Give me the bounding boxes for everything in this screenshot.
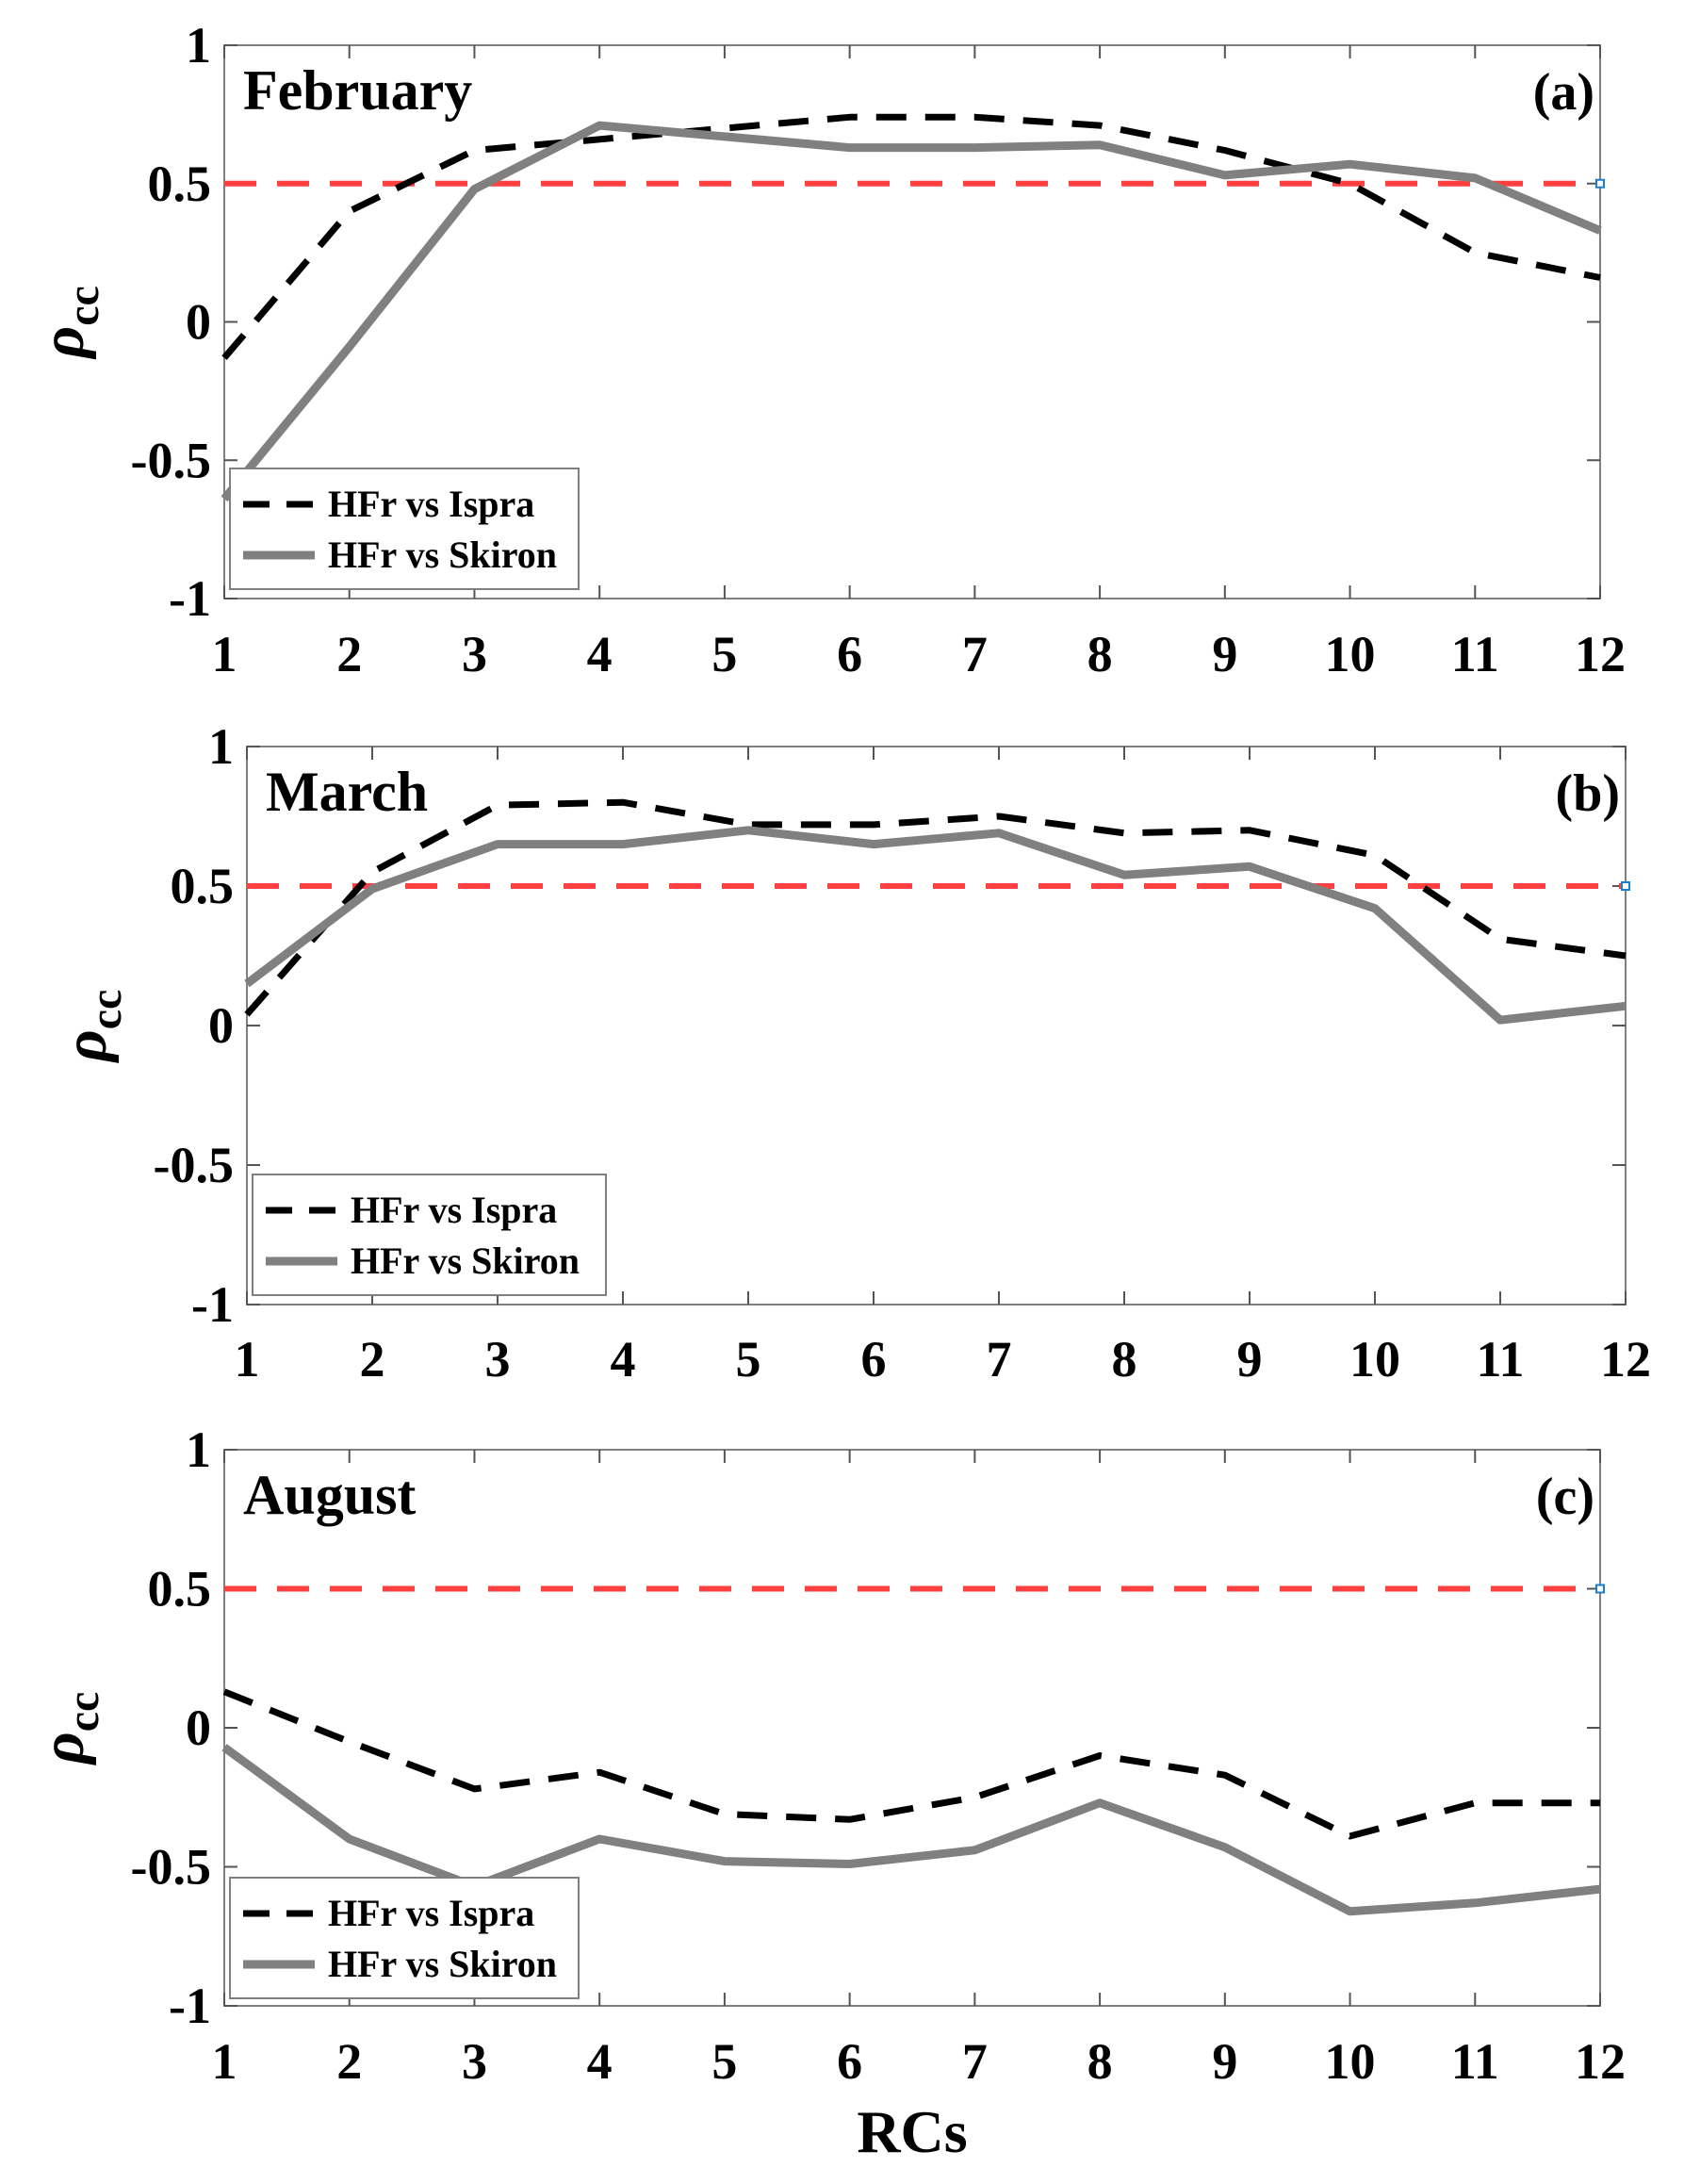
y-tick-label: 0.5: [148, 1561, 212, 1617]
x-tick-label: 10: [1325, 2033, 1376, 2090]
legend-entry: HFr vs Skiron: [328, 534, 557, 576]
x-tick-label: 10: [1325, 626, 1376, 682]
y-tick-label: 0.5: [171, 858, 235, 914]
panel-label: (a): [1533, 63, 1594, 122]
x-tick-label: 8: [1112, 1331, 1137, 1388]
x-tick-label: 4: [587, 626, 613, 682]
x-tick-label: 2: [336, 626, 362, 682]
x-tick-label: 3: [462, 2033, 487, 2090]
y-tick-label: 1: [208, 718, 234, 775]
panel-label: (c): [1536, 1468, 1594, 1526]
month-label: March: [266, 761, 428, 823]
y-axis-label-sub: cc: [81, 990, 131, 1030]
x-axis-label: RCs: [857, 2098, 967, 2165]
y-tick-label: 0.5: [148, 156, 212, 212]
x-tick-label: 9: [1212, 2033, 1237, 2090]
x-tick-label: 11: [1451, 626, 1499, 682]
x-tick-label: 5: [736, 1331, 761, 1388]
series-line-ispra: [244, 798, 1627, 1017]
y-tick-label: -1: [169, 570, 211, 627]
y-tick-label: 1: [186, 17, 211, 74]
legend-entry: HFr vs Skiron: [328, 1943, 557, 1985]
month-label: August: [243, 1464, 416, 1526]
y-axis-label: ρcc: [28, 286, 108, 360]
x-tick-label: 8: [1087, 2033, 1113, 2090]
series-line-skiron: [244, 826, 1627, 1025]
legend-box: [252, 1174, 607, 1296]
legend-entry: HFr vs Skiron: [351, 1240, 580, 1282]
x-tick-label: 12: [1600, 1331, 1651, 1388]
y-axis-label-main: ρ: [28, 1732, 97, 1765]
x-tick-label: 11: [1476, 1331, 1524, 1388]
y-tick-label: -0.5: [154, 1137, 234, 1193]
legend-entry: HFr vs Ispra: [351, 1189, 557, 1231]
series-line-ispra: [222, 1688, 1600, 1840]
x-tick-label: 6: [837, 626, 862, 682]
threshold-marker: [1621, 881, 1630, 891]
x-tick-label: 12: [1575, 2033, 1626, 2090]
x-tick-label: 4: [587, 2033, 613, 2090]
x-tick-label: 7: [962, 626, 988, 682]
x-tick-label: 7: [987, 1331, 1012, 1388]
x-tick-label: 9: [1237, 1331, 1263, 1388]
legend-entry: HFr vs Ispra: [328, 483, 534, 525]
y-tick-label: 0: [208, 997, 234, 1054]
x-tick-label: 6: [861, 1331, 887, 1388]
y-tick-label: -0.5: [131, 1839, 211, 1896]
x-tick-label: 1: [212, 2033, 237, 2090]
y-tick-label: -1: [169, 1978, 211, 2034]
x-tick-label: 5: [711, 2033, 737, 2090]
y-axis-label-sub: cc: [58, 1692, 108, 1732]
y-axis-label-main: ρ: [51, 1029, 120, 1063]
x-tick-label: 6: [837, 2033, 862, 2090]
y-tick-label: 0: [186, 1700, 211, 1756]
y-tick-label: 1: [186, 1421, 211, 1478]
panel-label: (b): [1556, 764, 1620, 823]
x-tick-label: 8: [1087, 626, 1113, 682]
y-tick-label: 0: [186, 294, 211, 351]
x-tick-label: 1: [235, 1331, 260, 1388]
x-tick-label: 3: [485, 1331, 511, 1388]
threshold-marker: [1595, 1584, 1605, 1594]
x-tick-label: 3: [462, 626, 487, 682]
series-line-skiron: [221, 121, 1602, 502]
x-tick-label: 10: [1349, 1331, 1400, 1388]
x-tick-label: 12: [1575, 626, 1626, 682]
y-tick-label: -1: [191, 1276, 234, 1333]
month-label: February: [243, 59, 472, 122]
y-tick-label: -0.5: [131, 432, 211, 488]
y-axis-label: ρcc: [51, 990, 131, 1064]
legend-box: [229, 1877, 580, 1999]
x-tick-label: 2: [360, 1331, 385, 1388]
x-tick-label: 5: [711, 626, 737, 682]
x-tick-label: 7: [962, 2033, 988, 2090]
x-tick-label: 1: [212, 626, 237, 682]
x-tick-label: 11: [1451, 2033, 1499, 2090]
legend-box: [229, 468, 580, 590]
y-axis-label-sub: cc: [58, 286, 108, 326]
y-axis-label-main: ρ: [28, 326, 97, 360]
x-tick-label: 2: [336, 2033, 362, 2090]
x-tick-label: 9: [1212, 626, 1237, 682]
x-tick-label: 4: [611, 1331, 636, 1388]
y-axis-label: ρcc: [28, 1692, 108, 1766]
series-line-ispra: [221, 113, 1601, 360]
legend-entry: HFr vs Ispra: [328, 1892, 534, 1934]
threshold-marker: [1595, 178, 1605, 189]
